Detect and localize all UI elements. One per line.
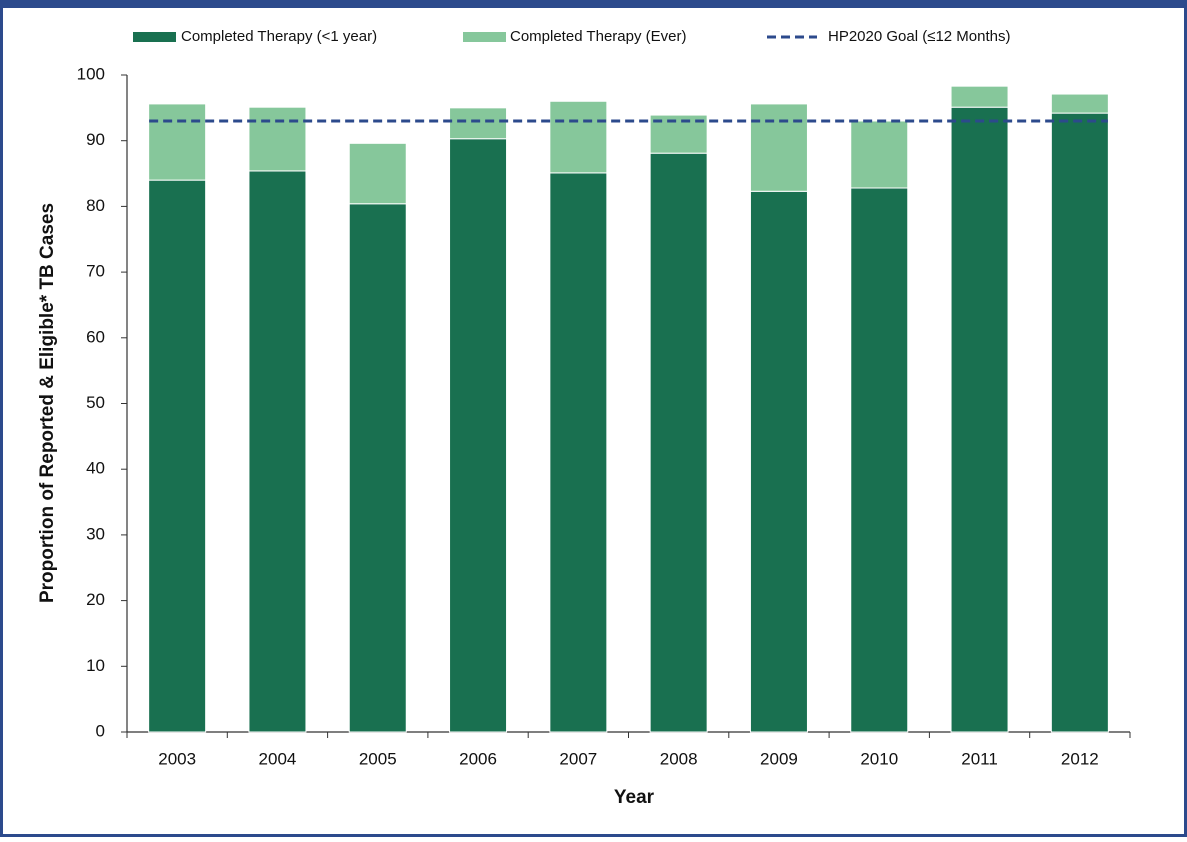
bar-segment <box>1050 93 1109 114</box>
y-tick-label: 70 <box>86 262 105 281</box>
y-tick-label: 20 <box>86 590 105 609</box>
legend-swatch <box>133 32 176 42</box>
bar-segment <box>148 103 207 181</box>
y-tick-label: 80 <box>86 196 105 215</box>
bar-segment <box>449 107 508 140</box>
y-tick-label: 30 <box>86 524 105 543</box>
x-tick-label: 2008 <box>660 749 698 768</box>
bar-segment <box>348 203 407 733</box>
bar-segment <box>649 152 708 733</box>
bar-segment <box>449 138 508 733</box>
legend-swatch <box>463 32 506 42</box>
x-tick-label: 2003 <box>158 749 196 768</box>
bar-segment <box>749 103 808 192</box>
x-tick-label: 2006 <box>459 749 497 768</box>
x-tick-label: 2011 <box>961 749 998 768</box>
y-axis-title: Proportion of Reported & Eligible* TB Ca… <box>37 203 58 603</box>
bar-segment <box>749 190 808 733</box>
bar-segment <box>248 106 307 172</box>
bar-segment <box>348 142 407 205</box>
legend-label: Completed Therapy (<1 year) <box>181 28 377 45</box>
x-tick-label: 2005 <box>359 749 397 768</box>
x-tick-label: 2004 <box>259 749 297 768</box>
bar-segment <box>850 187 909 733</box>
y-tick-label: 60 <box>86 327 105 346</box>
bar-segment <box>850 120 909 189</box>
x-tick-label: 2010 <box>860 749 898 768</box>
y-tick-label: 40 <box>86 459 105 478</box>
bar-segment <box>549 172 608 733</box>
bar-segment <box>248 170 307 733</box>
bar-segment <box>1050 112 1109 733</box>
bar-segment <box>549 100 608 174</box>
x-tick-label: 2007 <box>559 749 597 768</box>
bar-segment <box>148 179 207 733</box>
x-axis-title: Year <box>614 787 655 808</box>
x-tick-label: 2009 <box>760 749 798 768</box>
legend-label: Completed Therapy (Ever) <box>510 28 686 45</box>
x-tick-label: 2012 <box>1061 749 1099 768</box>
bar-segment <box>950 106 1009 733</box>
y-tick-label: 10 <box>86 656 105 675</box>
y-tick-label: 100 <box>77 64 105 83</box>
y-tick-label: 90 <box>86 130 105 149</box>
y-tick-label: 0 <box>96 721 105 740</box>
y-tick-label: 50 <box>86 393 105 412</box>
frame-top <box>0 0 1187 8</box>
bar-segment <box>950 85 1009 108</box>
legend-label: HP2020 Goal (≤12 Months) <box>828 28 1011 45</box>
